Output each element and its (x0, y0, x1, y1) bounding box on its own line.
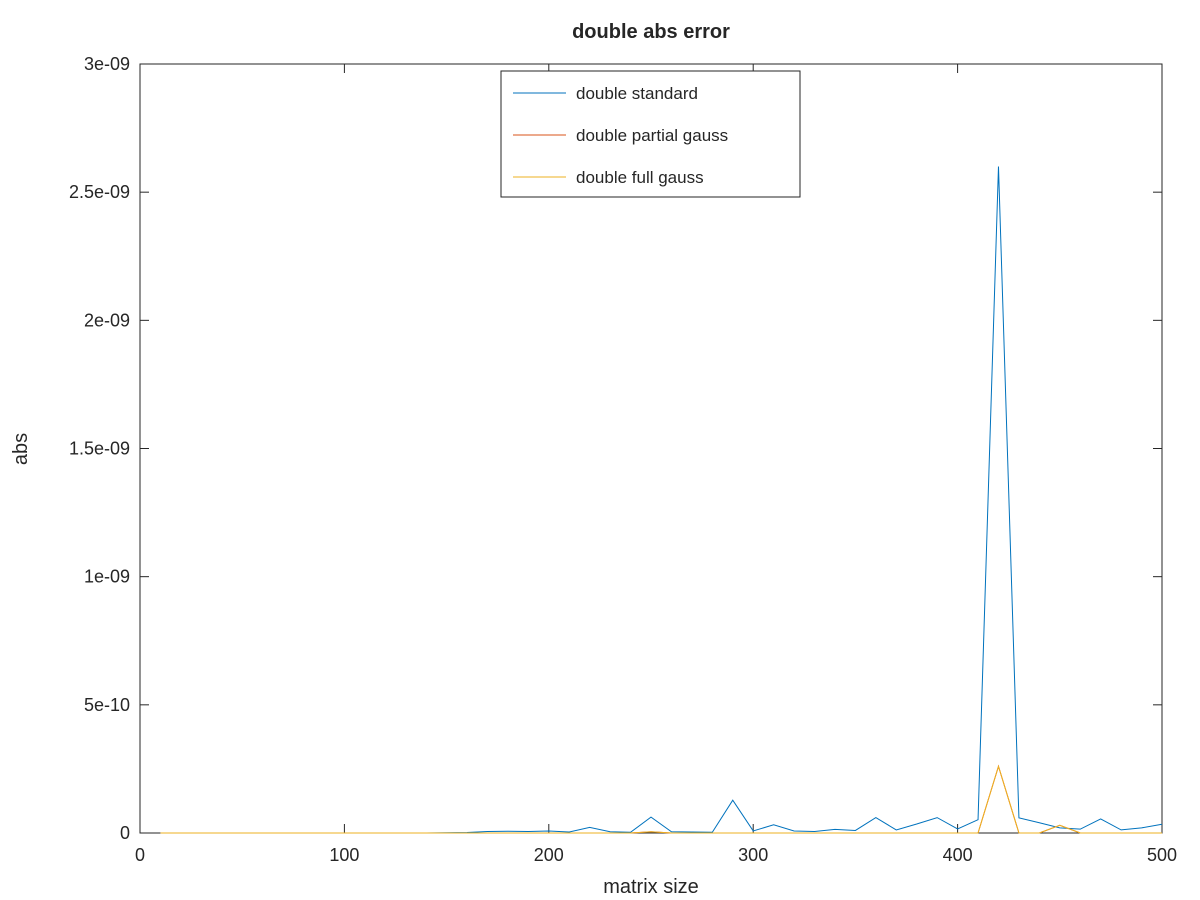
series-lines (160, 166, 1163, 834)
x-tick-label: 500 (1147, 845, 1177, 865)
x-tick-label: 300 (738, 845, 768, 865)
x-tick-label: 100 (329, 845, 359, 865)
legend-label: double standard (576, 84, 698, 103)
series-line-2 (160, 764, 1162, 834)
legend-label: double partial gauss (576, 126, 728, 145)
y-tick-label: 1.5e-09 (69, 439, 130, 459)
legend: double standard double partial gauss doubl… (500, 70, 801, 198)
y-tick-label: 5e-10 (84, 695, 130, 715)
y-tick-label: 0 (120, 823, 130, 843)
x-tick-label: 0 (135, 845, 145, 865)
x-axis-label: matrix size (603, 876, 699, 898)
axis-ticks: 0 100 200 300 400 500 0 5e-10 1e-09 1.5e-09 2e-09 2… (69, 54, 1177, 865)
x-tick-label: 400 (943, 845, 973, 865)
y-tick-label: 3e-09 (84, 54, 130, 74)
series-line-1 (160, 166, 1163, 834)
y-tick-label: 2e-09 (84, 310, 130, 330)
legend-label: double full gauss (576, 168, 704, 187)
legend-box (500, 70, 801, 198)
chart-title: double abs error (572, 21, 730, 43)
series-line-3 (160, 764, 1162, 834)
x-tick-label: 200 (534, 845, 564, 865)
y-tick-label: 2.5e-09 (69, 182, 130, 202)
y-axis-label: abs (10, 433, 32, 465)
y-tick-label: 1e-09 (84, 567, 130, 587)
